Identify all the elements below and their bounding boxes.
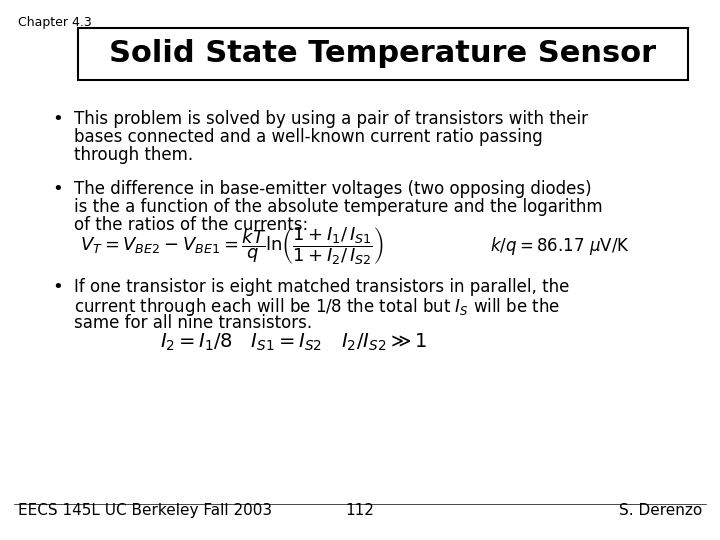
Text: Solid State Temperature Sensor: Solid State Temperature Sensor: [109, 39, 657, 69]
Text: The difference in base-emitter voltages (two opposing diodes): The difference in base-emitter voltages …: [74, 180, 592, 198]
Text: current through each will be 1/8 the total but $I_S$ will be the: current through each will be 1/8 the tot…: [74, 296, 560, 318]
Text: This problem is solved by using a pair of transistors with their: This problem is solved by using a pair o…: [74, 110, 588, 128]
Text: •: •: [52, 278, 63, 296]
Text: $V_T = V_{BE2} - V_{BE1} = \dfrac{kT}{q}\ln\!\left(\dfrac{1 + I_1/\,I_{S1}}{1 + : $V_T = V_{BE2} - V_{BE1} = \dfrac{kT}{q}…: [80, 225, 384, 267]
Text: of the ratios of the currents:: of the ratios of the currents:: [74, 216, 308, 234]
Text: bases connected and a well-known current ratio passing: bases connected and a well-known current…: [74, 128, 543, 146]
Text: is the a function of the absolute temperature and the logarithm: is the a function of the absolute temper…: [74, 198, 603, 216]
Text: S. Derenzo: S. Derenzo: [618, 503, 702, 518]
Bar: [78, 28, 688, 80]
Text: EECS 145L UC Berkeley Fall 2003: EECS 145L UC Berkeley Fall 2003: [18, 503, 272, 518]
Text: Chapter 4.3: Chapter 4.3: [18, 16, 91, 29]
Text: same for all nine transistors.: same for all nine transistors.: [74, 314, 312, 332]
Text: $I_2 = I_1/8 \quad I_{S1} = I_{S2} \quad I_2/I_{S2} \gg 1$: $I_2 = I_1/8 \quad I_{S1} = I_{S2} \quad…: [160, 332, 427, 353]
Text: •: •: [52, 110, 63, 128]
Text: 112: 112: [346, 503, 374, 518]
Text: If one transistor is eight matched transistors in parallel, the: If one transistor is eight matched trans…: [74, 278, 570, 296]
Text: $k/q = 86.17\ \mu\mathrm{V/K}$: $k/q = 86.17\ \mu\mathrm{V/K}$: [490, 235, 630, 257]
Text: •: •: [52, 180, 63, 198]
Text: through them.: through them.: [74, 146, 193, 164]
